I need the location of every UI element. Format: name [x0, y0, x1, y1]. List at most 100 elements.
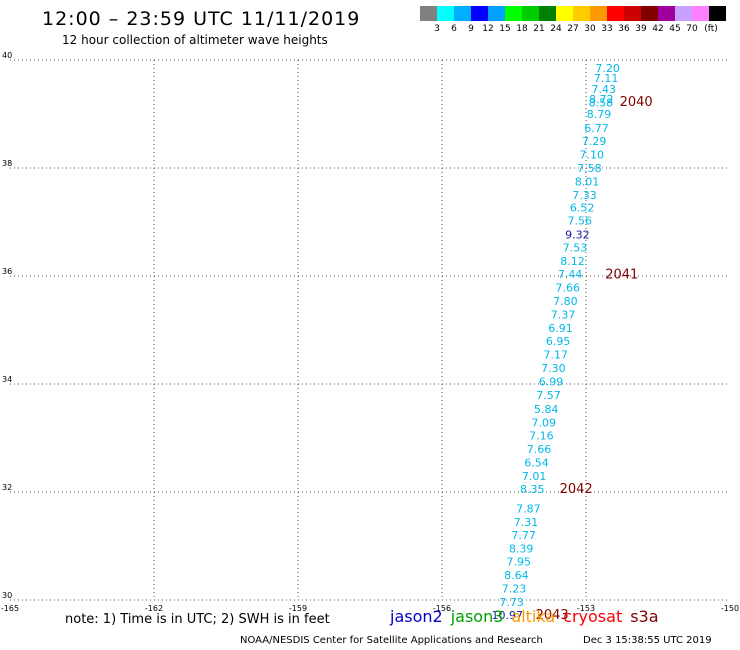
color-swatch [539, 6, 556, 21]
wave-height-label: 6.99 [539, 376, 564, 389]
wave-height-label: 7.66 [527, 443, 552, 456]
color-scale-label: 9 [468, 24, 474, 34]
lon-tick-label: -159 [289, 604, 307, 613]
color-swatch [505, 6, 522, 21]
wave-height-label: 7.30 [541, 362, 566, 375]
color-scale-labels: 3 6 9 12 15 18 21 24 27 30 33 36 39 42 45 70 (ft) [420, 24, 740, 38]
color-scale-label: 21 [533, 24, 545, 34]
wave-height-label: 7.20 [595, 62, 620, 75]
wave-height-label: 8.72 [589, 93, 614, 106]
color-scale-label: 12 [482, 24, 494, 34]
lon-tick-label: -153 [577, 604, 595, 613]
color-swatch [641, 6, 658, 21]
color-scale-label: 42 [652, 24, 664, 34]
lat-tick-label: 40 [2, 51, 12, 60]
color-swatch [522, 6, 539, 21]
color-scale: 3 6 9 12 15 18 21 24 27 30 33 36 39 42 45 70 (ft) [420, 6, 726, 34]
wave-height-label: 7.29 [582, 135, 607, 148]
color-scale-label: 18 [516, 24, 528, 34]
color-swatch [675, 6, 692, 21]
wave-height-label: 7.77 [511, 529, 536, 542]
color-scale-label: 24 [550, 24, 562, 34]
wave-height-label: 8.01 [575, 175, 600, 188]
pass-time-label: 2040 [620, 95, 653, 110]
wave-height-label: 7.56 [568, 215, 593, 228]
lat-tick-label: 38 [2, 159, 12, 168]
color-scale-label: 36 [618, 24, 630, 34]
wave-height-label: 7.87 [516, 503, 541, 516]
satellite-legend: jason2 jason3 altika cryosat s3a [390, 607, 667, 626]
satellite-legend-item: jason2 [390, 607, 443, 626]
wave-height-label: 7.09 [532, 417, 557, 430]
color-swatch [607, 6, 624, 21]
color-swatch [454, 6, 471, 21]
pass-time-label: 2041 [605, 268, 638, 283]
color-scale-label: 30 [584, 24, 596, 34]
credit-line: NOAA/NESDIS Center for Satellite Applica… [240, 635, 543, 646]
color-scale-label: 45 [669, 24, 681, 34]
wave-height-label: 6.95 [546, 335, 571, 348]
color-swatch [488, 6, 505, 21]
color-scale-label: 70 [686, 24, 698, 34]
wave-height-label: 7.43 [592, 83, 617, 96]
lat-tick-label: 30 [2, 591, 12, 600]
color-scale-label: 33 [601, 24, 613, 34]
color-scale-label: 3 [434, 24, 440, 34]
satellite-legend-item: altika [511, 607, 556, 626]
wave-height-label: 8.12 [560, 255, 585, 268]
units-note: note: 1) Time is in UTC; 2) SWH is in fe… [65, 612, 330, 627]
wave-height-label: 6.77 [584, 122, 609, 135]
wave-height-label: 7.10 [580, 148, 605, 161]
wave-height-label: 6.91 [548, 322, 573, 335]
color-swatch [471, 6, 488, 21]
wave-height-label: 8.64 [504, 569, 529, 582]
wave-height-label: 7.23 [502, 582, 527, 595]
chart-subtitle: 12 hour collection of altimeter wave hei… [62, 33, 328, 47]
pass-time-label: 2042 [560, 482, 593, 497]
wave-height-label: 7.16 [529, 430, 554, 443]
wave-height-label: 8.79 [587, 108, 612, 121]
color-scale-label: 15 [499, 24, 511, 34]
color-swatch [692, 6, 709, 21]
wave-height-label: 7.33 [572, 189, 597, 202]
wave-height-label: 8.58 [589, 96, 614, 109]
wave-height-label: 10.97 [492, 609, 524, 622]
wave-height-label: 9.32 [565, 229, 590, 242]
wave-height-label: 7.01 [522, 470, 547, 483]
lon-tick-label: -156 [433, 604, 451, 613]
wave-height-label: 7.73 [499, 596, 524, 609]
color-scale-label: 39 [635, 24, 647, 34]
wave-height-label: 7.17 [544, 349, 569, 362]
color-swatch [624, 6, 641, 21]
lat-tick-label: 34 [2, 375, 12, 384]
color-scale-label: 6 [451, 24, 457, 34]
wave-height-label: 7.58 [577, 162, 602, 175]
wave-height-label: 7.95 [507, 555, 532, 568]
color-swatch [709, 6, 726, 21]
wave-height-label: 8.39 [509, 542, 534, 555]
color-swatches [420, 6, 726, 21]
lat-tick-label: 32 [2, 483, 12, 492]
pass-time-label: 2043 [536, 608, 569, 623]
lon-tick-label: -162 [145, 604, 163, 613]
wave-height-label: 7.44 [558, 268, 583, 281]
wave-height-label: 6.52 [570, 202, 595, 215]
color-swatch [658, 6, 675, 21]
wave-height-label: 5.84 [534, 403, 559, 416]
wave-height-label: 8.35 [520, 483, 545, 496]
wave-height-label: 7.11 [594, 72, 619, 85]
satellite-legend-item: s3a [630, 607, 659, 626]
lon-tick-label: -165 [1, 604, 19, 613]
lat-tick-label: 36 [2, 267, 12, 276]
wave-height-label: 7.66 [556, 282, 581, 295]
color-scale-unit: (ft) [704, 24, 718, 34]
chart-title: 12:00 – 23:59 UTC 11/11/2019 [42, 8, 361, 30]
color-swatch [590, 6, 607, 21]
satellite-legend-item: jason3 [450, 607, 504, 626]
generated-timestamp: Dec 3 15:38:55 UTC 2019 [583, 635, 712, 646]
color-scale-label: 27 [567, 24, 579, 34]
lon-tick-label: -150 [721, 604, 739, 613]
color-swatch [573, 6, 590, 21]
wave-height-label: 7.53 [563, 242, 588, 255]
